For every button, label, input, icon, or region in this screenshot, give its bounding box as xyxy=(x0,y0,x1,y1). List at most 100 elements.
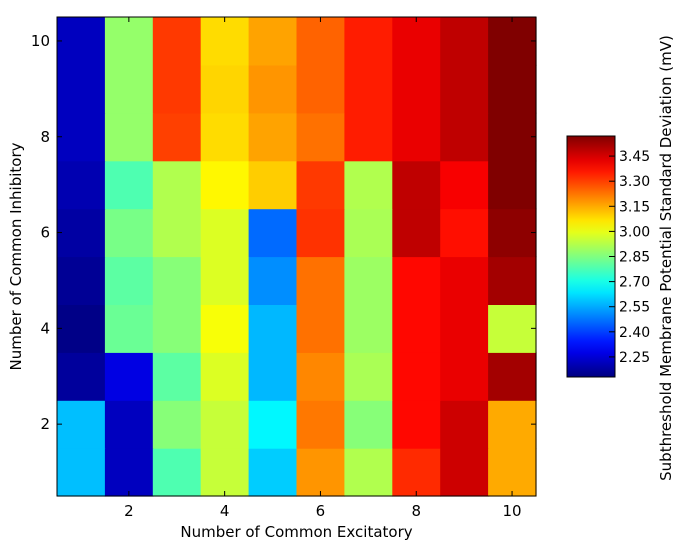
heatmap-cell xyxy=(200,448,250,497)
heatmap-cell xyxy=(248,160,298,210)
colorbar-ticks: 2.25 2.40 2.55 2.70 2.85 3.00 3.15 3.30 3.45 xyxy=(609,149,650,366)
heatmap-cell xyxy=(344,256,393,305)
heatmap-cell xyxy=(344,64,393,114)
heatmap-cell xyxy=(488,400,537,449)
heatmap-cell xyxy=(296,208,345,258)
x-axis-label: Number of Common Excitatory xyxy=(180,523,412,541)
colorbar-tick-label: 3.15 xyxy=(619,199,650,215)
heatmap-cell xyxy=(152,160,202,210)
heatmap-cell xyxy=(344,304,393,353)
heatmap-cell xyxy=(57,448,106,497)
heatmap-cell xyxy=(104,208,154,258)
heatmap-cell xyxy=(57,160,106,210)
heatmap-cell xyxy=(392,208,441,258)
heatmap-cell xyxy=(488,112,537,162)
heatmap-cell xyxy=(57,256,106,305)
heatmap-cell xyxy=(104,256,154,305)
heatmap-cell xyxy=(392,64,441,114)
colorbar-tick-label: 3.00 xyxy=(619,224,650,240)
heatmap-cell xyxy=(104,448,154,497)
heatmap-cell xyxy=(392,448,441,497)
heatmap-cell xyxy=(440,160,489,210)
heatmap-cell xyxy=(440,400,489,449)
heatmap-cell xyxy=(296,160,345,210)
colorbar-tick-label: 2.25 xyxy=(619,350,650,366)
heatmap-cell xyxy=(248,17,298,66)
heatmap-cell xyxy=(488,448,537,497)
heatmap-cell xyxy=(344,112,393,162)
heatmap-cell xyxy=(248,112,298,162)
heatmap-cell xyxy=(152,448,202,497)
heatmap-cell xyxy=(440,256,489,305)
heatmap-cell xyxy=(344,17,393,66)
heatmap-cell xyxy=(200,64,250,114)
heatmap-cell xyxy=(440,112,489,162)
heatmap-cell xyxy=(488,352,537,401)
heatmap-cell xyxy=(200,304,250,353)
heatmap-cell xyxy=(152,400,202,449)
heatmap-cell xyxy=(344,448,393,497)
heatmap-cell xyxy=(440,448,489,497)
plot-frame xyxy=(56,16,537,497)
x-tick-label: 6 xyxy=(316,502,326,520)
x-tick-label: 8 xyxy=(411,502,421,520)
heatmap-cell xyxy=(440,64,489,114)
x-tick-label: 10 xyxy=(503,502,522,520)
heatmap-cell xyxy=(200,400,250,449)
heatmap-cell xyxy=(392,17,441,66)
heatmap-cell xyxy=(392,160,441,210)
heatmap-cell xyxy=(152,112,202,162)
heatmap-cell xyxy=(248,400,298,449)
heatmap-cell xyxy=(392,256,441,305)
heatmap-cell xyxy=(488,64,537,114)
heatmap-cell xyxy=(296,400,345,449)
x-tick-label: 2 xyxy=(124,502,134,520)
x-tick-label: 4 xyxy=(220,502,230,520)
heatmap-cell xyxy=(488,256,537,305)
heatmap-cell xyxy=(392,112,441,162)
heatmap-cell xyxy=(200,352,250,401)
heatmap-cell xyxy=(104,400,154,449)
heatmap-cell xyxy=(248,256,298,305)
heatmap-cell xyxy=(104,304,154,353)
heatmap-cell xyxy=(488,17,537,66)
heatmap-cell xyxy=(152,208,202,258)
colorbar-tick-label: 2.55 xyxy=(619,300,650,316)
heatmap-cell xyxy=(296,448,345,497)
heatmap-cell xyxy=(488,160,537,210)
colorbar-tick-label: 3.30 xyxy=(619,174,650,190)
heatmap-cell xyxy=(57,64,106,114)
heatmap-cell xyxy=(57,208,106,258)
y-tick-label: 2 xyxy=(40,415,50,433)
y-tick-label: 10 xyxy=(31,32,50,50)
heatmap-cell xyxy=(152,304,202,353)
heatmap-cell xyxy=(392,352,441,401)
heatmap-cell xyxy=(104,17,154,66)
heatmap-cell xyxy=(57,400,106,449)
heatmap-cell xyxy=(200,160,250,210)
axis-ticks: 2 4 6 8 10 2 4 6 8 10 xyxy=(31,17,536,520)
colorbar xyxy=(566,135,616,378)
heatmap-cell xyxy=(57,112,106,162)
heatmap-cell xyxy=(344,400,393,449)
heatmap-cell xyxy=(344,352,393,401)
heatmap-cell xyxy=(200,208,250,258)
heatmap-cell xyxy=(57,352,106,401)
heatmap-cell xyxy=(392,400,441,449)
heatmap-cell xyxy=(200,17,250,66)
heatmap-cell xyxy=(152,352,202,401)
y-tick-label: 4 xyxy=(40,319,50,337)
y-axis-label: Number of Common Inhibitory xyxy=(7,142,25,370)
heatmap-cell xyxy=(248,352,298,401)
heatmap-cells xyxy=(57,17,537,497)
heatmap-cell xyxy=(57,304,106,353)
y-tick-label: 6 xyxy=(40,224,50,242)
y-tick-label: 8 xyxy=(40,128,50,146)
heatmap-cell xyxy=(57,17,106,66)
heatmap-cell xyxy=(200,112,250,162)
heatmap-cell xyxy=(104,160,154,210)
heatmap-cell xyxy=(104,352,154,401)
heatmap-cell xyxy=(440,17,489,66)
heatmap-cell xyxy=(296,304,345,353)
heatmap-cell xyxy=(296,256,345,305)
